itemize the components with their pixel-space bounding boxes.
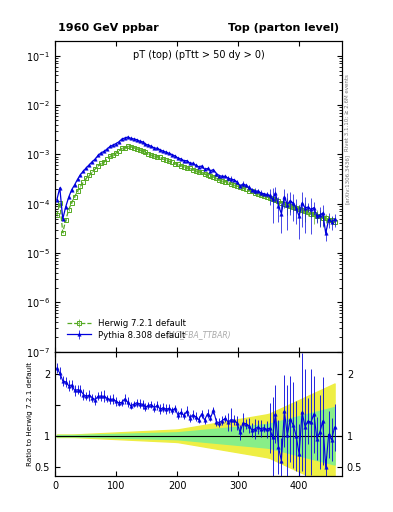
Legend: Herwig 7.2.1 default, Pythia 8.308 default: Herwig 7.2.1 default, Pythia 8.308 defau…	[65, 318, 187, 342]
Y-axis label: Ratio to Herwig 7.2.1 default: Ratio to Herwig 7.2.1 default	[28, 362, 33, 466]
Text: [arXiv:1306.3436]: [arXiv:1306.3436]	[345, 154, 350, 204]
Text: 1960 GeV ppbar: 1960 GeV ppbar	[58, 23, 159, 33]
Text: Top (parton level): Top (parton level)	[228, 23, 339, 33]
Text: pT (top) (pTtt > 50 dy > 0): pT (top) (pTtt > 50 dy > 0)	[132, 50, 264, 60]
Text: Rivet 3.1.10; ≥ 2.6M events: Rivet 3.1.10; ≥ 2.6M events	[345, 74, 350, 151]
Text: (MC_FBA_TTBAR): (MC_FBA_TTBAR)	[166, 330, 231, 339]
